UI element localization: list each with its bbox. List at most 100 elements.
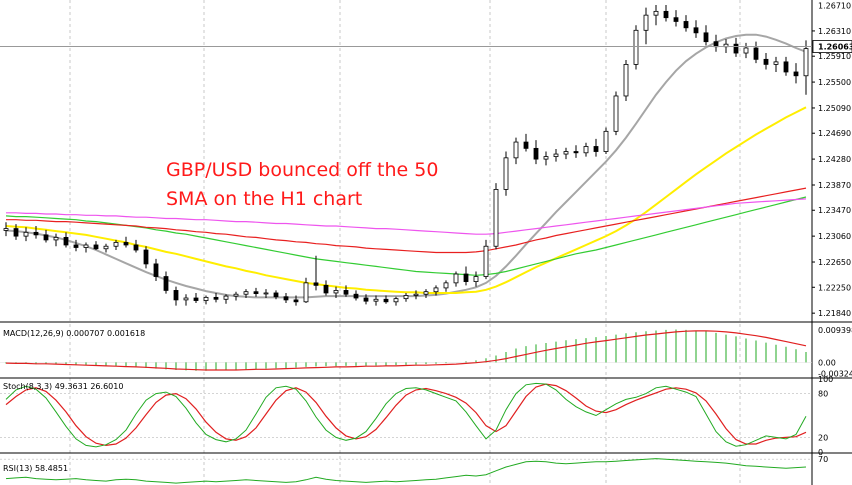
macd-tick-label: 0.009398 <box>818 326 852 335</box>
candle-bear <box>693 27 699 34</box>
macd-tick-label: 0.00 <box>818 358 836 367</box>
candle-bear <box>383 298 389 303</box>
candle-bull <box>423 291 429 295</box>
candle-bear <box>33 231 39 236</box>
candle-bull <box>83 244 89 248</box>
ma-line-ma200 <box>6 187 807 254</box>
rsi-label: RSI(13) 58.4851 <box>3 464 68 473</box>
candle-bull <box>233 293 239 297</box>
rsi-panel: 70 <box>0 455 828 484</box>
candle-bear <box>13 228 19 237</box>
ma-line-ma50 <box>5 106 807 294</box>
candle-bear <box>193 297 199 301</box>
candle-bear <box>593 146 599 152</box>
price-tick-label: 1.25910 <box>818 52 851 61</box>
candle-bull <box>563 151 569 155</box>
candle-bull <box>493 189 499 247</box>
candle-bear <box>353 293 359 299</box>
price-tick-label: 1.23870 <box>818 181 851 190</box>
price-tick-label: 1.23060 <box>818 232 851 241</box>
candle-bear <box>93 244 99 250</box>
candle-bull <box>223 295 229 300</box>
candle-bull <box>113 242 119 247</box>
macd-label: MACD(12,26,9) 0.000707 0.001618 <box>3 329 145 338</box>
candle-bull <box>543 156 549 160</box>
candle-bull <box>623 64 629 97</box>
candle-bear <box>363 297 369 302</box>
candle-bear <box>143 249 149 265</box>
candle-bear <box>533 147 539 160</box>
candle-bear <box>323 284 329 294</box>
price-tick-label: 1.22650 <box>818 258 851 267</box>
rsi-line <box>5 458 807 484</box>
candle-bull <box>103 245 109 250</box>
candle-bear <box>293 299 299 303</box>
ma-line-ma800 <box>6 198 807 235</box>
candle-bear <box>163 276 169 291</box>
candle-bear <box>73 244 79 248</box>
stoch-main-line <box>5 382 807 448</box>
candle-bear <box>273 292 279 298</box>
candle-bull <box>773 61 779 65</box>
candle-bull <box>183 297 189 301</box>
candle-bear <box>173 290 179 301</box>
candle-bull <box>203 296 209 301</box>
candle-bear <box>673 17 679 22</box>
candle-bear <box>793 71 799 77</box>
candle-bull <box>373 298 379 302</box>
candle-bear <box>133 244 139 251</box>
candle-bull <box>483 245 489 277</box>
candle-bear <box>703 32 709 43</box>
candle-bull <box>583 146 589 154</box>
candle-bear <box>213 296 219 300</box>
candle-bull <box>633 29 639 65</box>
candle-bear <box>573 151 579 154</box>
candle-bear <box>463 273 469 282</box>
stoch-tick-label: 0 <box>818 448 823 457</box>
stoch-tick-label: 100 <box>818 375 833 384</box>
candle-bull <box>393 298 399 303</box>
ma-line-ma100 <box>5 196 807 276</box>
candle-bear <box>663 10 669 19</box>
candle-bull <box>303 282 309 303</box>
indicator-labels: MACD(12,26,9) 0.000707 0.001618 Stoch(8,… <box>3 329 145 473</box>
candle-bear <box>683 21 689 29</box>
price-tick-label: 1.26310 <box>818 27 851 36</box>
candle-bull <box>473 276 479 282</box>
candle-bull <box>503 157 509 190</box>
candle-bear <box>763 58 769 65</box>
candle-bull <box>643 14 649 31</box>
candle-bull <box>23 231 29 237</box>
candle-bull <box>743 47 749 54</box>
candle-bull <box>453 273 459 284</box>
candle-bull <box>403 295 409 300</box>
candle-bull <box>263 292 269 295</box>
price-axis: 1.26710 1.26310 1.25910 1.25500 1.25090 1.246… <box>0 2 852 318</box>
candle-bear <box>283 296 289 301</box>
candle-bear <box>733 43 739 54</box>
current-price-box <box>812 40 852 53</box>
price-tick-label: 1.21840 <box>818 309 851 318</box>
candle-bear <box>43 234 49 241</box>
stochastic-panel: 100 80 20 0 <box>0 375 833 457</box>
candle-bull <box>243 291 249 295</box>
macd-tick-label: -0.003243 <box>818 370 852 379</box>
candle-bull <box>603 130 609 152</box>
rsi-tick-label: 70 <box>818 455 828 464</box>
candle-bull <box>433 287 439 293</box>
candle-bull <box>3 228 9 231</box>
candle-bear <box>753 47 759 60</box>
candle-bear <box>783 61 789 73</box>
stoch-tick-label: 20 <box>818 433 828 442</box>
candle-bear <box>313 282 319 286</box>
price-tick-label: 1.25500 <box>818 78 851 87</box>
macd-signal-line <box>5 330 807 371</box>
candle-bull <box>653 10 659 16</box>
candle-bull <box>443 282 449 289</box>
price-tick-label: 1.26710 <box>818 2 851 11</box>
candle-bull <box>413 293 419 296</box>
candle-bear <box>63 236 69 246</box>
candle-bear <box>123 242 129 246</box>
